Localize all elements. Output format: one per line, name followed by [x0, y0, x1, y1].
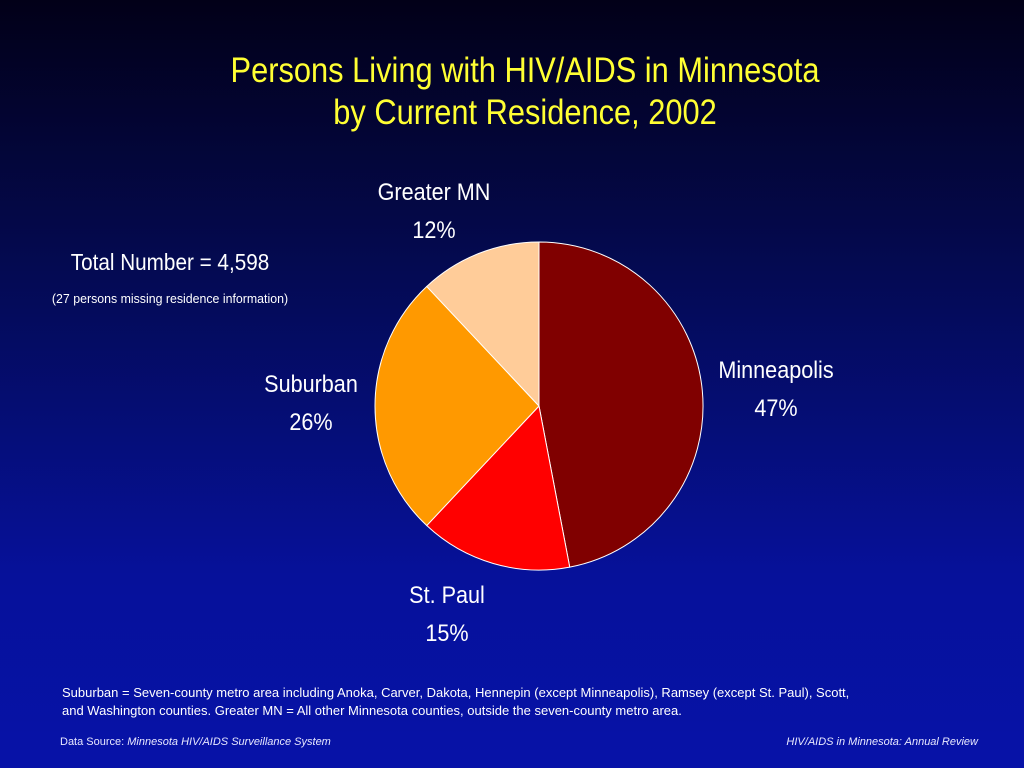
label-greater-mn-name: Greater MN — [377, 179, 491, 206]
footnote-line-1: Suburban = Seven-county metro area inclu… — [62, 685, 850, 700]
label-suburban: Suburban 26% — [244, 366, 379, 442]
label-greater-mn: Greater MN 12% — [366, 174, 503, 250]
footnote-line-2: and Washington counties. Greater MN = Al… — [62, 703, 682, 718]
pie-slice-st-paul — [426, 404, 571, 571]
chart-title: Persons Living with HIV/AIDS in Minnesot… — [63, 50, 987, 134]
missing-note: (27 persons missing residence informatio… — [51, 291, 289, 306]
label-st-paul-name: St. Paul — [409, 582, 485, 609]
pie-slice-greater-mn — [426, 241, 540, 408]
label-st-paul-pct: 15% — [425, 620, 469, 647]
data-source: Data Source: Minnesota HIV/AIDS Surveill… — [60, 736, 331, 748]
data-source-prefix: Data Source: — [60, 736, 125, 748]
title-line-1: Persons Living with HIV/AIDS in Minnesot… — [230, 51, 820, 90]
label-minneapolis: Minneapolis 47% — [708, 352, 845, 428]
data-source-name: Minnesota HIV/AIDS Surveillance System — [127, 736, 331, 748]
pie-slice-suburban — [374, 285, 540, 527]
label-suburban-pct: 26% — [289, 409, 333, 436]
total-number: Total Number = 4,598 — [70, 249, 270, 275]
footnote: Suburban = Seven-county metro area inclu… — [62, 684, 962, 720]
pie-slice-minneapolis — [538, 241, 704, 568]
annual-review-label: HIV/AIDS in Minnesota: Annual Review — [786, 736, 978, 748]
label-greater-mn-pct: 12% — [412, 217, 456, 244]
label-suburban-name: Suburban — [264, 371, 358, 398]
label-minneapolis-pct: 47% — [754, 395, 798, 422]
title-line-2: by Current Residence, 2002 — [333, 93, 717, 132]
label-st-paul: St. Paul 15% — [380, 577, 515, 653]
label-minneapolis-name: Minneapolis — [718, 357, 834, 384]
